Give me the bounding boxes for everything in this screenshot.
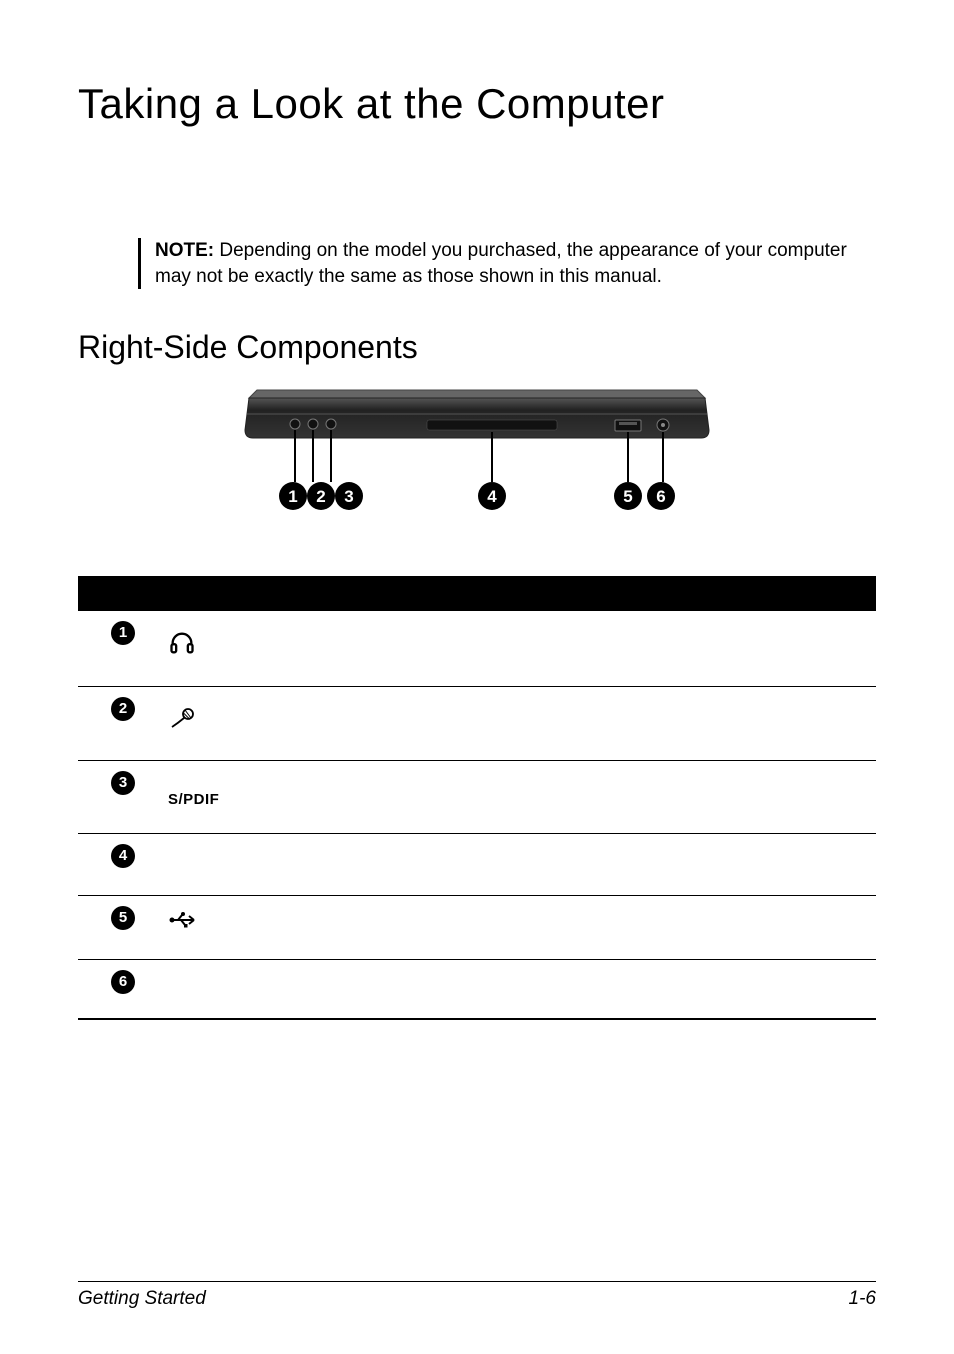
page-title: Taking a Look at the Computer	[78, 80, 876, 128]
microphone-icon	[168, 707, 196, 731]
callout-5: 5	[614, 482, 642, 510]
headphone-icon	[168, 629, 196, 657]
svg-text:1: 1	[288, 487, 297, 506]
ref-num-4: 4	[111, 844, 135, 868]
table-header-row	[78, 576, 876, 611]
footer-right: 1-6	[849, 1288, 876, 1310]
ref-num-2: 2	[111, 697, 135, 721]
callout-3: 3	[335, 482, 363, 510]
table-row: 2	[78, 687, 876, 761]
callout-6: 6	[647, 482, 675, 510]
callout-1: 1	[279, 482, 307, 510]
table-row: 1	[78, 611, 876, 687]
note-text: Depending on the model you purchased, th…	[155, 240, 847, 287]
table-row: 3 S/PDIF	[78, 761, 876, 834]
callout-2: 2	[307, 482, 335, 510]
note-label: NOTE:	[155, 240, 214, 261]
ref-num-6: 6	[111, 970, 135, 994]
table-row: 5	[78, 896, 876, 960]
laptop-side-view-svg: 1 2 3 4 5 6	[227, 384, 727, 554]
section-subtitle: Right-Side Components	[78, 329, 876, 366]
svg-text:3: 3	[344, 487, 353, 506]
svg-text:6: 6	[656, 487, 665, 506]
svg-text:4: 4	[487, 487, 497, 506]
callout-4: 4	[478, 482, 506, 510]
laptop-diagram: 1 2 3 4 5 6	[78, 384, 876, 554]
component-table: 1 2 3 S	[78, 576, 876, 1020]
spdif-label: S/PDIF	[168, 791, 219, 808]
ref-num-3: 3	[111, 771, 135, 795]
table-row: 6	[78, 960, 876, 1020]
usb-icon	[168, 910, 200, 930]
note-block: NOTE: Depending on the model you purchas…	[138, 238, 866, 289]
page-footer: Getting Started 1-6	[78, 1281, 876, 1310]
ref-num-1: 1	[111, 621, 135, 645]
ref-num-5: 5	[111, 906, 135, 930]
table-row: 4	[78, 834, 876, 896]
svg-text:2: 2	[316, 487, 325, 506]
svg-text:5: 5	[623, 487, 632, 506]
footer-left: Getting Started	[78, 1288, 206, 1310]
